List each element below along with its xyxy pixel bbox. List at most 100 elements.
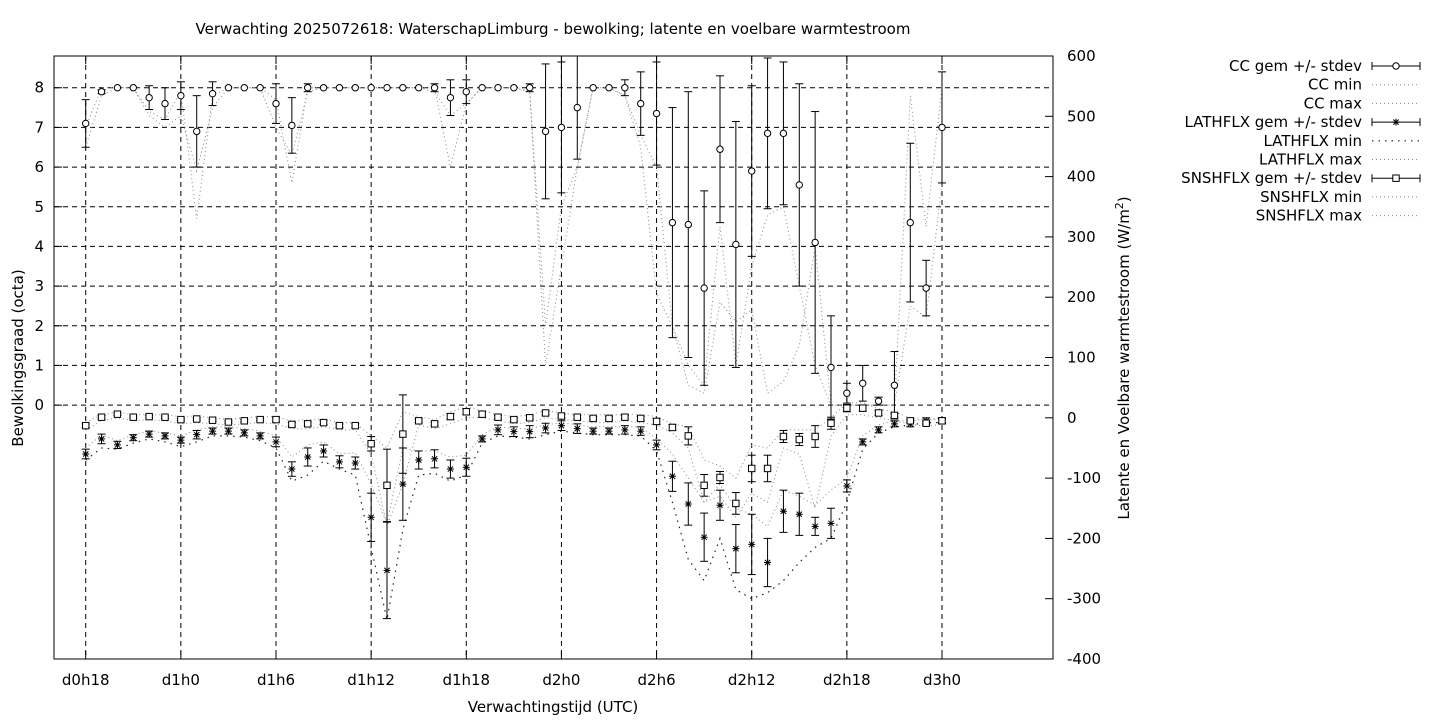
cc-mean-point bbox=[890, 381, 899, 389]
snshflx-mean-point bbox=[177, 415, 185, 424]
lathflx-mean-point bbox=[700, 533, 708, 541]
y2-tick-label: -300 bbox=[1067, 590, 1101, 608]
legend-label: SNSHFLX min bbox=[1260, 188, 1362, 206]
lathflx-mean-point bbox=[367, 513, 375, 521]
lathflx-mean-point bbox=[526, 428, 534, 436]
lathflx-mean-point bbox=[764, 559, 772, 567]
lathflx-mean-point bbox=[193, 431, 201, 439]
y2-axis: -400 -300 -200 -100 0 100 200 300 400 500 600 bbox=[1045, 47, 1101, 668]
x-tick-label: d1h0 bbox=[162, 671, 200, 689]
cc-mean-point bbox=[827, 363, 835, 372]
lathflx-mean-point bbox=[240, 429, 248, 437]
cc-mean-point bbox=[795, 181, 803, 189]
y2-axis-label-end: ) bbox=[1115, 196, 1133, 202]
legend-label: LATHFLX max bbox=[1259, 151, 1362, 169]
snshflx-mean-point bbox=[351, 421, 359, 430]
lathflx-mean-point bbox=[335, 458, 343, 466]
grid bbox=[54, 56, 1053, 659]
lathflx-mean-point bbox=[510, 428, 518, 436]
snshflx-mean-point bbox=[605, 414, 613, 423]
snshflx-mean-point bbox=[526, 414, 534, 422]
y-tick-label: 0 bbox=[34, 396, 44, 414]
lathflx-mean-point bbox=[732, 545, 740, 553]
cc-mean-point bbox=[145, 93, 153, 102]
legend-label: SNSHFLX gem +/- stdev bbox=[1181, 169, 1362, 187]
snshflx-mean-point bbox=[446, 412, 455, 421]
snshflx-mean-point bbox=[82, 421, 90, 430]
cc-mean-point bbox=[573, 103, 581, 112]
cc-mean-point bbox=[383, 84, 391, 92]
snshflx-mean-point bbox=[779, 432, 788, 441]
lathflx-mean-point bbox=[621, 426, 629, 434]
cc-mean-point bbox=[478, 84, 486, 92]
snshflx-max-line bbox=[85, 402, 943, 479]
lathflx-mean-point bbox=[890, 420, 898, 428]
lathflx-mean-point bbox=[129, 434, 137, 442]
lathflx-mean-point bbox=[589, 427, 597, 435]
cc-mean-point bbox=[843, 389, 851, 397]
snshflx-mean-point bbox=[113, 410, 122, 418]
cc-mean-point bbox=[605, 84, 613, 92]
snshflx-mean-point bbox=[462, 408, 470, 416]
lathflx-mean-point bbox=[748, 540, 756, 548]
lathflx-mean-point bbox=[637, 427, 645, 435]
y2-tick-label: 100 bbox=[1067, 349, 1096, 367]
lathflx-mean-point bbox=[843, 482, 851, 490]
lathflx-mean-point bbox=[653, 441, 661, 449]
x-tick-label: d1h12 bbox=[347, 671, 395, 689]
lathflx-mean-point bbox=[557, 422, 565, 430]
snshflx-mean-point bbox=[97, 413, 106, 421]
cc-mean-point bbox=[637, 99, 645, 108]
cc-mean-point bbox=[541, 127, 550, 136]
legend-sample-marker bbox=[1392, 174, 1400, 182]
series-layer bbox=[81, 55, 946, 620]
cc-mean-point bbox=[526, 84, 534, 92]
y2-tick-label: -400 bbox=[1067, 650, 1101, 668]
cc-mean-point bbox=[462, 88, 470, 96]
cc-mean-point bbox=[319, 84, 328, 92]
lathflx-min-line bbox=[85, 422, 942, 620]
y-tick-label: 4 bbox=[34, 237, 44, 255]
lathflx-mean-point bbox=[383, 566, 391, 574]
snshflx-mean-point bbox=[240, 417, 248, 425]
legend-label: LATHFLX min bbox=[1263, 132, 1362, 150]
snshflx-mean-point bbox=[208, 416, 217, 424]
snshflx-mean-point bbox=[874, 409, 883, 417]
snshflx-mean-point bbox=[621, 413, 629, 421]
snshflx-mean-point bbox=[557, 412, 566, 420]
x-tick-label: d0h18 bbox=[62, 671, 110, 689]
snshflx-mean-point bbox=[859, 404, 867, 412]
plot-frame bbox=[53, 55, 1054, 660]
cc-mean-point bbox=[161, 99, 169, 108]
snshflx-mean-point bbox=[272, 415, 280, 424]
lathflx-mean-point bbox=[875, 426, 883, 434]
lathflx-mean-point bbox=[827, 519, 835, 527]
cc-mean-point bbox=[304, 84, 312, 92]
cc-mean-point bbox=[494, 84, 502, 92]
snshflx-mean-point bbox=[478, 410, 486, 418]
snshflx-mean-point bbox=[827, 419, 835, 427]
cc-mean-point bbox=[922, 284, 930, 292]
lathflx-mean-point bbox=[446, 465, 454, 473]
cc-mean-point bbox=[208, 89, 217, 98]
lathflx-mean-point bbox=[431, 455, 439, 463]
lathflx-mean-point bbox=[272, 438, 280, 446]
snshflx-mean-point bbox=[399, 430, 407, 438]
y2-tick-label: -200 bbox=[1067, 529, 1101, 547]
y-tick-label: 5 bbox=[34, 198, 44, 216]
y-tick-label: 8 bbox=[34, 79, 44, 97]
lathflx-mean-point bbox=[716, 501, 724, 509]
lathflx-mean-point bbox=[462, 463, 470, 471]
lathflx-mean-point bbox=[113, 441, 121, 449]
legend-label: CC gem +/- stdev bbox=[1229, 57, 1362, 75]
lathflx-mean-point bbox=[795, 510, 803, 518]
snshflx-mean-point bbox=[256, 415, 264, 424]
cc-mean-point bbox=[668, 218, 677, 227]
cc-mean-point bbox=[272, 99, 280, 108]
snshflx-mean-point bbox=[637, 414, 645, 423]
snshflx-mean-point bbox=[748, 464, 756, 473]
lathflx-mean-point bbox=[811, 522, 819, 530]
snshflx-mean-point bbox=[716, 473, 724, 482]
